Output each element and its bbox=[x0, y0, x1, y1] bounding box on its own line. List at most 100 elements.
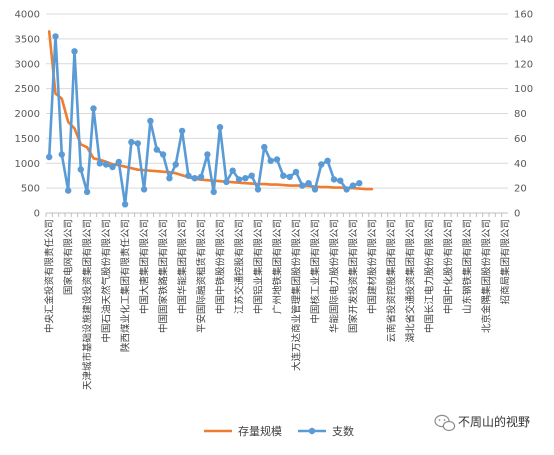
y-left-tick-label: 2000 bbox=[15, 109, 40, 120]
series-point bbox=[140, 186, 148, 193]
watermark: 不周山的视野 bbox=[434, 414, 530, 432]
series-point bbox=[121, 201, 129, 208]
legend-marker-count bbox=[308, 427, 316, 435]
series-point bbox=[71, 48, 78, 55]
series-point bbox=[254, 186, 262, 193]
category-label: 广州地铁集团有限公司 bbox=[272, 219, 284, 314]
series-point bbox=[318, 161, 325, 168]
category-axis: 中央汇金投资有限责任公司 国家电网有限公司 天津城市基础设施建设投资集团有限公司 中国… bbox=[44, 213, 511, 390]
category-label: 云南省投资控股集团有限公司 bbox=[385, 219, 397, 343]
series-point bbox=[210, 188, 217, 196]
y-left-tick-label: 4000 bbox=[15, 10, 40, 21]
y-left-tick-label: 0 bbox=[34, 209, 40, 220]
series-point bbox=[134, 140, 141, 147]
y-left-tick-label: 3500 bbox=[15, 34, 40, 45]
category-label: 中国石油天然气股份有限公司 bbox=[101, 219, 113, 343]
series-point bbox=[153, 146, 160, 153]
category-label: 中国国家铁路集团有限公司 bbox=[158, 219, 170, 333]
category-label: 中国中铁股份有限公司 bbox=[215, 219, 227, 314]
series-point bbox=[96, 160, 104, 167]
series-point bbox=[292, 168, 300, 176]
series-point bbox=[65, 187, 72, 194]
series-point bbox=[166, 175, 173, 182]
series-point bbox=[299, 182, 306, 189]
category-label: 国家开发投资集团有限公司 bbox=[347, 219, 359, 333]
gridlines bbox=[46, 13, 508, 214]
y-right-tick-label: 20 bbox=[514, 184, 527, 195]
series-point bbox=[311, 186, 319, 193]
category-label: 中国铝业集团有限公司 bbox=[253, 219, 265, 314]
series-point bbox=[248, 172, 255, 179]
series-point bbox=[178, 127, 186, 135]
series-point bbox=[147, 117, 154, 125]
y-left-tick-label: 2500 bbox=[15, 84, 40, 95]
series-point bbox=[172, 161, 179, 168]
series-point bbox=[102, 161, 110, 168]
category-label: 中国建材股份有限公司 bbox=[366, 219, 378, 314]
category-label: 大连万达商业管理集团股份有限公司 bbox=[291, 219, 303, 371]
category-label: 湖北省交通投资集团有限公司 bbox=[404, 219, 416, 343]
category-label: 中国长江电力股份有限公司 bbox=[423, 219, 435, 333]
right-axis: 0 20 40 60 80 100 120 140 160 bbox=[514, 10, 533, 220]
series-point bbox=[324, 157, 331, 164]
series-point bbox=[191, 175, 198, 182]
series-point bbox=[83, 188, 91, 196]
series-point bbox=[90, 105, 97, 112]
series-point bbox=[52, 33, 59, 40]
series-point bbox=[216, 124, 224, 131]
series-point bbox=[115, 158, 123, 166]
series-point bbox=[185, 172, 192, 179]
series-point bbox=[235, 176, 243, 183]
series-point bbox=[128, 138, 135, 146]
y-left-tick-label: 1000 bbox=[15, 159, 40, 170]
series-point bbox=[159, 151, 167, 158]
series-point bbox=[58, 151, 65, 158]
y-right-tick-label: 80 bbox=[514, 109, 527, 120]
category-label: 国家电网有限公司 bbox=[63, 219, 75, 295]
y-right-tick-label: 100 bbox=[514, 84, 533, 95]
category-label: 招商局集团有限公司 bbox=[499, 219, 511, 305]
y-right-tick-label: 0 bbox=[514, 209, 520, 220]
series-point bbox=[197, 173, 205, 181]
series-point bbox=[330, 176, 338, 183]
series-point bbox=[273, 156, 281, 163]
category-label: 江苏交通控股有限公司 bbox=[234, 219, 246, 314]
category-label: 天津城市基础设施建设投资集团有限公司 bbox=[82, 219, 94, 390]
y-right-tick-label: 140 bbox=[514, 34, 533, 45]
series-point bbox=[223, 178, 230, 186]
series-point bbox=[229, 167, 236, 174]
category-label: 平安国际融资租赁有限公司 bbox=[196, 219, 208, 333]
series-layer bbox=[46, 30, 374, 208]
category-label: 中国中化股份有限公司 bbox=[442, 219, 454, 314]
y-left-tick-label: 500 bbox=[21, 184, 40, 195]
category-label: 山东钢铁集团有限公司 bbox=[461, 219, 473, 314]
y-left-tick-label: 1500 bbox=[15, 134, 40, 145]
series-point bbox=[109, 163, 116, 171]
series-point bbox=[280, 172, 287, 179]
category-label: 中央汇金投资有限责任公司 bbox=[44, 219, 56, 333]
series-point bbox=[267, 157, 274, 164]
series-point bbox=[305, 180, 312, 187]
series-point bbox=[356, 180, 363, 187]
series-point bbox=[349, 182, 357, 189]
legend-label-count: 支数 bbox=[332, 425, 354, 438]
series-point bbox=[261, 143, 268, 151]
category-label: 陕西煤业化工集团有限责任公司 bbox=[120, 219, 132, 352]
category-label: 北京金隅集团股份有限公司 bbox=[480, 219, 492, 333]
y-right-tick-label: 60 bbox=[514, 134, 527, 145]
y-right-tick-label: 40 bbox=[514, 159, 527, 170]
series-point bbox=[343, 186, 350, 193]
series-point bbox=[77, 166, 85, 173]
y-left-tick-label: 3000 bbox=[15, 59, 40, 70]
series-point bbox=[204, 151, 211, 158]
wechat-icon bbox=[434, 414, 456, 432]
category-label: 中国大唐集团有限公司 bbox=[139, 219, 151, 314]
legend-label-stock: 存量规模 bbox=[238, 424, 282, 438]
category-label: 中国核工业集团有限公司 bbox=[310, 219, 322, 324]
legend: 存量规模 支数 bbox=[204, 424, 354, 438]
y-right-tick-label: 160 bbox=[514, 10, 533, 21]
series-point bbox=[337, 177, 344, 184]
series-point bbox=[286, 173, 293, 181]
